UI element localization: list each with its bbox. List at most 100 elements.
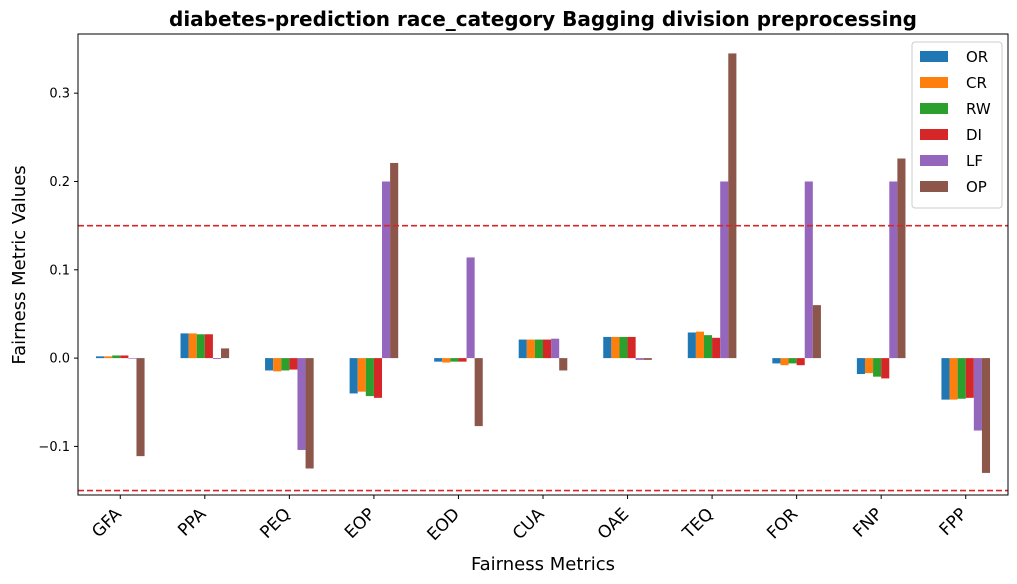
bar-or-oae	[603, 336, 612, 359]
bar-rw-gfa	[112, 355, 121, 359]
bar-op-gfa	[136, 358, 145, 457]
bar-op-eop	[390, 162, 399, 359]
bar-op-fnp	[897, 158, 906, 359]
bar-rw-fnp	[873, 358, 882, 377]
bar-di-fpp	[965, 358, 974, 398]
bar-di-peq	[289, 358, 298, 370]
bar-lf-cua	[551, 338, 560, 359]
y-tick-label: 0.2	[49, 175, 70, 190]
bar-di-oae	[627, 336, 636, 359]
x-tick-label-peq: PEQ	[256, 504, 294, 542]
bar-cr-eop	[357, 358, 366, 392]
bar-rw-eod	[450, 358, 459, 362]
bar-rw-eop	[365, 358, 374, 397]
legend-label-or: OR	[966, 48, 988, 66]
bar-cr-gfa	[104, 356, 113, 359]
legend: OR CR RW DI LF OP	[911, 41, 1003, 209]
x-tick-label-fnp: FNP	[849, 504, 886, 541]
bar-di-for	[796, 358, 805, 366]
bar-cr-oae	[611, 336, 620, 359]
bar-lf-oae	[635, 358, 644, 360]
bar-cr-fnp	[864, 358, 874, 374]
bar-cr-eod	[442, 358, 451, 363]
bar-or-gfa	[95, 356, 105, 359]
bar-or-teq	[687, 332, 696, 359]
bar-rw-fpp	[957, 358, 966, 399]
bar-op-cua	[559, 358, 568, 371]
x-tick-label-eod: EOD	[424, 504, 464, 544]
x-tick-label-oae: OAE	[594, 504, 633, 543]
bar-lf-teq	[720, 181, 729, 359]
bar-op-eod	[474, 358, 483, 427]
bar-or-eop	[349, 358, 358, 394]
bar-or-peq	[265, 358, 274, 371]
bar-di-eop	[373, 358, 383, 398]
bar-lf-eop	[382, 181, 391, 359]
bar-or-eod	[434, 358, 443, 362]
bar-op-for	[812, 305, 821, 359]
bar-di-fnp	[881, 358, 890, 379]
x-tick-label-teq: TEQ	[678, 504, 717, 543]
legend-label-op: OP	[966, 178, 987, 196]
x-tick-label-gfa: GFA	[88, 504, 126, 542]
bar-or-ppa	[180, 333, 189, 359]
legend-swatch-rw	[920, 103, 948, 114]
bar-cr-peq	[273, 358, 282, 372]
chart-title: diabetes-prediction race_category Baggin…	[169, 7, 917, 31]
x-tick-label-eop: EOP	[341, 504, 379, 542]
legend-label-lf: LF	[966, 152, 983, 170]
legend-swatch-or	[920, 51, 948, 62]
bar-cr-fpp	[949, 358, 958, 400]
bar-cr-cua	[526, 339, 535, 359]
legend-swatch-di	[920, 129, 948, 140]
bar-op-teq	[728, 53, 737, 359]
bar-cr-ppa	[188, 333, 197, 359]
bar-op-ppa	[221, 348, 230, 359]
x-tick-label-for: FOR	[763, 504, 802, 543]
bar-op-peq	[305, 358, 314, 469]
bar-or-fnp	[856, 358, 865, 375]
legend-label-cr: CR	[966, 74, 987, 92]
legend-label-di: DI	[966, 126, 982, 144]
legend-swatch-op	[920, 181, 948, 192]
bar-lf-fpp	[973, 358, 982, 431]
bar-di-gfa	[120, 355, 129, 359]
y-tick-label: 0.3	[49, 87, 70, 102]
axes-frame	[77, 33, 1009, 496]
bar-lf-ppa	[212, 358, 222, 359]
plot-area: −0.1 0.0 0.1 0.2 0.3 GFA PPA PEQ EOP EOD CUA OAE TEQ…	[38, 33, 1009, 545]
bar-di-cua	[543, 339, 552, 359]
bar-lf-eod	[466, 257, 475, 359]
bar-op-oae	[643, 358, 652, 360]
legend-swatch-lf	[920, 155, 948, 166]
y-tick-label: −0.1	[38, 440, 70, 455]
legend-swatch-cr	[920, 77, 948, 88]
y-tick-label: 0.0	[49, 352, 70, 367]
bar-cr-for	[780, 358, 789, 366]
x-tick-label-cua: CUA	[509, 504, 549, 544]
bar-or-fpp	[941, 358, 950, 400]
bar-cr-teq	[695, 331, 704, 359]
bar-or-for	[772, 358, 781, 364]
bar-lf-peq	[297, 358, 306, 450]
bar-rw-oae	[619, 336, 628, 359]
bar-rw-for	[788, 358, 797, 364]
bar-rw-teq	[703, 335, 713, 359]
bar-lf-for	[804, 181, 813, 359]
bar-lf-fnp	[889, 181, 898, 359]
bar-rw-cua	[534, 339, 543, 359]
x-axis-label: Fairness Metrics	[471, 554, 615, 575]
bar-rw-ppa	[196, 334, 205, 359]
bar-op-fpp	[981, 358, 991, 473]
y-axis-label: Fairness Metric Values	[9, 165, 30, 364]
bar-di-ppa	[204, 334, 213, 359]
legend-label-rw: RW	[966, 100, 991, 118]
bar-or-cua	[518, 339, 527, 359]
bar-lf-gfa	[128, 358, 137, 359]
y-tick-label: 0.1	[49, 263, 70, 278]
bar-di-teq	[712, 337, 721, 359]
bar-rw-peq	[281, 358, 290, 371]
x-tick-label-ppa: PPA	[174, 504, 210, 540]
bar-di-eod	[458, 358, 467, 362]
